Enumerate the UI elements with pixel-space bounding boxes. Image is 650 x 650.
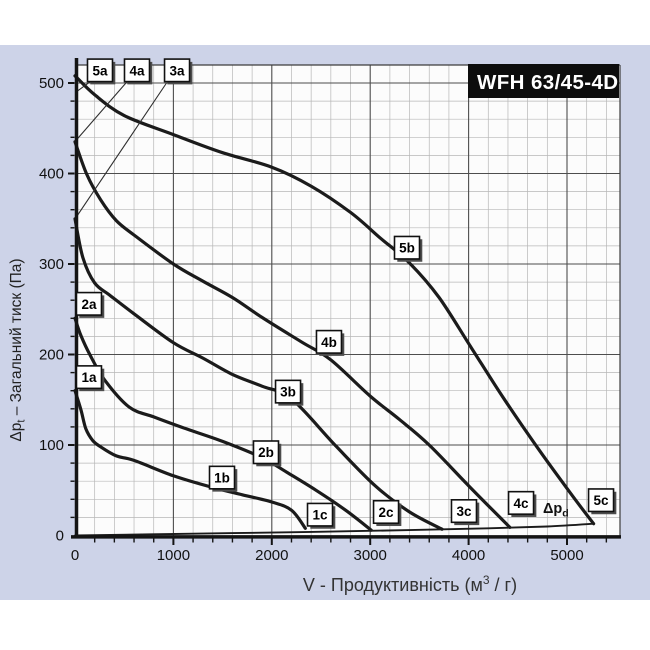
label-box-text: 4a (129, 63, 145, 78)
label-box-1a: 1a (75, 365, 105, 392)
label-box-frame (393, 235, 421, 260)
label-box-text: 5a (92, 63, 108, 78)
y-tick-label: 100 (39, 437, 64, 454)
label-box-frame (315, 329, 343, 354)
label-box-1c: 1c (306, 502, 336, 529)
y-tick-label: 300 (39, 256, 64, 273)
label-box-text: 3b (280, 385, 296, 400)
label-box-text: 2c (379, 505, 395, 520)
label-box-2b: 2b (252, 440, 282, 467)
label-box-3b: 3b (274, 379, 304, 406)
y-tick-label: 200 (39, 347, 64, 364)
title-box: WFH 63/45-4D (468, 64, 619, 98)
x-tick-label: 3000 (354, 547, 387, 564)
curve-pd (74, 522, 595, 537)
y-tick-label: 400 (39, 166, 64, 183)
label-box-text: 1a (81, 370, 97, 385)
fan-curves (73, 74, 596, 537)
label-connector-lines (75, 81, 167, 218)
label-box-text: 3c (456, 504, 472, 519)
x-tick-label: 4000 (452, 547, 485, 564)
minor-gridlines (75, 65, 620, 536)
label-box-frame (306, 502, 334, 527)
label-box-frame (274, 379, 302, 404)
label-box-2a: 2a (75, 291, 105, 318)
label-box-frame (75, 291, 103, 316)
label-box-text: 5b (399, 241, 415, 256)
label-box-text: 5c (594, 493, 610, 508)
x-tick-label: 2000 (255, 547, 288, 564)
curve-2 (73, 316, 373, 532)
label-box-text: 2a (81, 297, 97, 312)
curve-1 (73, 389, 307, 530)
tick-labels: 0 1000 2000 3000 4000 5000 0 100 200 300 400 500 (39, 75, 584, 564)
label-box-frame (86, 58, 114, 83)
y-tick-label: 500 (39, 75, 64, 92)
label-box-frame (208, 465, 236, 490)
label-box-text: 4c (514, 496, 530, 511)
chart-title: WFH 63/45-4D (477, 71, 619, 94)
label-box-2c: 2c (372, 499, 402, 527)
label-box-4c: 4c (507, 490, 537, 517)
y-tick-label: 0 (56, 528, 64, 545)
label-box-text: 2b (258, 445, 274, 460)
label-box-frame (123, 58, 151, 83)
label-box-4b: 4b (315, 329, 345, 356)
label-box-text: 1b (214, 471, 230, 486)
curve-label-boxes: 5a 4a 3a 2a 1a 5b 4b 3b 2b 1b 1c 2c 3c 4c 5c (75, 58, 617, 529)
curve-4 (73, 140, 512, 529)
label-box-frame (75, 365, 103, 390)
label-box-frame (507, 490, 535, 515)
major-gridlines (75, 65, 620, 536)
title-box-background (468, 64, 619, 98)
x-tick-label: 1000 (157, 547, 190, 564)
label-box-frame (450, 499, 478, 524)
label-box-4a: 4a (123, 58, 153, 85)
label-box-5b: 5b (393, 235, 423, 262)
curve-3 (73, 217, 444, 531)
connector-line-0 (75, 81, 91, 93)
label-box-text: 3a (170, 63, 186, 78)
label-box-frame (163, 58, 191, 83)
label-box-5a: 5a (86, 58, 116, 85)
dynamic-pressure-label: Δpd (543, 501, 569, 520)
y-axis-title: Δpt – Загальний тиск (Па) (8, 258, 28, 441)
curve-5 (73, 74, 596, 526)
label-box-frame (587, 488, 615, 513)
label-box-1b: 1b (208, 465, 238, 492)
connector-line-2 (75, 82, 167, 218)
x-tick-label: 0 (71, 547, 79, 564)
label-box-text: 4b (321, 335, 337, 350)
label-box-text: 1c (313, 508, 329, 523)
label-box-frame (372, 499, 400, 525)
x-axis-title: V - Продуктивність (м3 / г) (303, 573, 517, 595)
label-box-3a: 3a (163, 58, 193, 85)
x-tick-label: 5000 (550, 547, 583, 564)
label-box-frame (252, 440, 280, 465)
connector-line-1 (75, 81, 128, 141)
label-box-3c: 3c (450, 499, 480, 526)
label-box-5c: 5c (587, 488, 617, 515)
